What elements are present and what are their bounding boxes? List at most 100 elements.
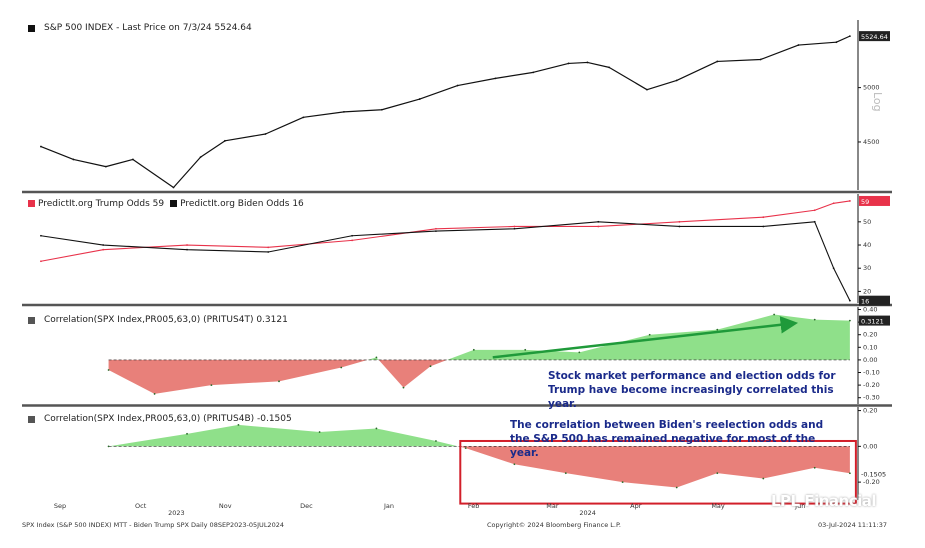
corr-trump-ytick-label: 0.20 (863, 331, 877, 339)
trump-odds-point (813, 209, 816, 212)
spx-point (132, 158, 134, 161)
trump-odds-point (186, 244, 188, 246)
x-tick-label: Mar (546, 502, 559, 510)
footer-right: 03-Jul-2024 11:11:37 (818, 521, 887, 529)
corr-biden-point (564, 472, 567, 475)
annotation-biden: The correlation between Biden's reelecti… (510, 419, 824, 459)
corr-trump-point (429, 365, 432, 368)
biden-odds-point (435, 230, 437, 233)
corr-trump-point (340, 366, 343, 369)
corr-biden-point (186, 432, 188, 435)
corr-biden-point (318, 431, 321, 433)
spx-point (72, 158, 75, 161)
spx-point (456, 84, 459, 87)
legend-corr-trump: Correlation(SPX Index,PR005,63,0) (PRITU… (28, 315, 288, 325)
trump-odds-point (762, 216, 765, 219)
trump-odds-point (832, 202, 835, 205)
biden-odds-point (102, 244, 105, 246)
x-tick-label: Dec (300, 502, 313, 510)
legend-swatch-trump (28, 200, 35, 207)
spx-point (608, 66, 610, 69)
legend-corr-biden-label: Correlation(SPX Index,PR005,63,0) (PRITU… (44, 414, 292, 424)
spx-point (586, 61, 589, 64)
trump-odds-point (513, 225, 516, 228)
corr-trump-ytick-label: 0.40 (863, 306, 877, 314)
corr-biden-negative-area (108, 446, 850, 488)
biden-odds-point (762, 225, 765, 228)
x-tick-label: Sep (54, 502, 66, 510)
trump-odds-point (435, 227, 437, 230)
brand-watermark: LPL Financial (771, 492, 877, 510)
spx-point (418, 98, 421, 100)
spx-point (172, 186, 175, 189)
biden-odds-point (351, 234, 353, 237)
x-year-label: 2023 (168, 509, 185, 517)
biden-odds-point (513, 227, 516, 230)
odds-ytick-label: 30 (863, 264, 871, 272)
corr-trump-ytick-label: 0.10 (863, 343, 877, 351)
corr-trump-point (773, 313, 776, 316)
corr-biden-point (513, 463, 516, 466)
spx-point (646, 88, 648, 91)
spx-last-label-bg (859, 31, 890, 42)
spx-point (224, 139, 226, 142)
corr-trump-ytick-label: -0.30 (863, 394, 880, 402)
corr-biden-ytick-label: 0.20 (863, 407, 877, 415)
corr-biden-point (621, 481, 624, 484)
corr-biden-point (675, 486, 678, 489)
spx-point (759, 58, 762, 61)
corr-trump-point (648, 333, 651, 336)
spx-point (567, 62, 570, 65)
corr-biden-point (107, 445, 110, 448)
corr-trump-negative-area (108, 359, 850, 394)
spx-last-label: 5524.64 (861, 33, 888, 41)
trump-odds-point (40, 260, 42, 263)
corr-trump-last-label-bg (859, 315, 890, 326)
corr-biden-ytick-label: 0.00 (863, 442, 877, 450)
corr-trump-positive-area (108, 314, 850, 360)
corr-trump-ytick-label: -0.10 (863, 369, 880, 377)
trend-arrow (492, 316, 799, 359)
corr-trump-point (716, 328, 719, 331)
biden-odds-point (597, 220, 600, 223)
x-tick-label: Apr (630, 502, 642, 510)
spx-point (380, 108, 383, 111)
corr-trump-ytick-label: -0.20 (863, 381, 880, 389)
corr-trump-point (278, 380, 280, 383)
spx-point (264, 133, 267, 135)
corr-trump-point (375, 356, 378, 359)
spx-point (675, 79, 678, 82)
corr-trump-point (813, 318, 816, 321)
corr-trump-point (578, 351, 581, 354)
legend-spx-label: S&P 500 INDEX - Last Price on 7/3/24 552… (44, 23, 252, 33)
odds-ytick-label: 40 (863, 241, 871, 249)
trump-odds-point (678, 220, 681, 223)
x-tick-label: Jan (383, 502, 394, 510)
trump-odds-point (597, 225, 600, 228)
biden-odds-point (186, 248, 188, 251)
spx-ytick-label: 5000 (863, 84, 880, 92)
highlight-box (459, 439, 857, 505)
corr-trump-point (210, 384, 213, 387)
odds-ytick-label: 20 (863, 287, 871, 295)
legend-odds: PredictIt.org Trump Odds 59 PredictIt.or… (28, 199, 304, 209)
odds-ytick-label: 50 (863, 218, 871, 226)
biden-odds-point (832, 267, 835, 270)
legend-corr-trump-label: Correlation(SPX Index,PR005,63,0) (PRITU… (44, 315, 288, 325)
biden-odds-point (848, 299, 851, 302)
spx-point (199, 156, 202, 158)
x-tick-label: Jun (794, 502, 805, 510)
corr-trump-ytick-label: 0.00 (863, 356, 877, 364)
axis-title-log: Log (871, 92, 884, 112)
spx-point (302, 116, 305, 119)
biden-odds-point (678, 225, 681, 228)
legend-swatch-spx (28, 24, 35, 32)
spx-point (494, 77, 497, 80)
footer-left: SPX Index (S&P 500 INDEX) MTT - Biden Tr… (22, 521, 284, 529)
spx-point (716, 60, 719, 63)
corr-biden-positive-area (108, 424, 850, 447)
corr-trump-point (107, 369, 110, 371)
corr-biden-point (464, 447, 467, 450)
